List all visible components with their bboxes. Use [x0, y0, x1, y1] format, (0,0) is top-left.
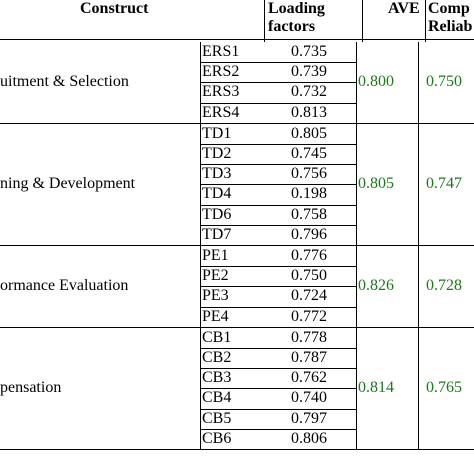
column-divider — [264, 0, 265, 42]
row-divider — [200, 82, 356, 83]
item-code: ERS3 — [202, 83, 240, 101]
construct-name: ormance Evaluation — [0, 277, 129, 295]
construct-name: uitment & Selection — [0, 73, 129, 91]
ave-value: 0.800 — [358, 73, 394, 91]
loading-value: 0.797 — [291, 409, 327, 427]
row-divider — [200, 388, 356, 389]
row-divider — [200, 429, 356, 430]
item-code: CB4 — [202, 389, 232, 407]
loading-value: 0.805 — [291, 124, 327, 142]
column-divider — [418, 328, 419, 449]
row-divider — [200, 144, 356, 145]
composite-reliability-value: 0.750 — [426, 73, 462, 91]
row-divider — [200, 307, 356, 308]
loading-value: 0.772 — [291, 307, 327, 325]
column-divider — [200, 124, 201, 245]
loading-value: 0.198 — [291, 185, 327, 203]
loading-value: 0.756 — [291, 165, 327, 183]
column-divider — [356, 246, 357, 327]
column-divider — [418, 42, 419, 123]
ave-value: 0.805 — [358, 175, 394, 193]
column-divider — [356, 124, 357, 245]
row-divider — [200, 225, 356, 226]
loading-value: 0.724 — [291, 287, 327, 305]
column-divider — [200, 328, 201, 449]
ave-value: 0.814 — [358, 379, 394, 397]
item-code: PE2 — [202, 267, 229, 285]
item-code: TD1 — [202, 124, 232, 142]
item-code: CB3 — [202, 369, 232, 387]
composite-reliability-value: 0.765 — [426, 379, 462, 397]
column-divider — [356, 328, 357, 449]
composite-reliability-value: 0.728 — [426, 277, 462, 295]
loading-value: 0.806 — [291, 429, 327, 447]
loading-value: 0.778 — [291, 328, 327, 346]
column-divider — [418, 124, 419, 245]
loading-value: 0.745 — [291, 145, 327, 162]
loading-value: 0.750 — [291, 267, 327, 285]
header-construct: Construct — [80, 0, 149, 17]
row-divider — [200, 286, 356, 287]
column-divider — [418, 246, 419, 327]
column-divider — [200, 42, 201, 123]
item-code: TD3 — [202, 165, 232, 183]
column-divider — [425, 0, 426, 42]
loading-value: 0.787 — [291, 349, 327, 366]
row-divider — [0, 123, 474, 124]
item-code: PE3 — [202, 287, 229, 305]
loading-value: 0.776 — [291, 247, 327, 264]
row-divider — [200, 368, 356, 369]
item-code: TD7 — [202, 225, 232, 243]
row-divider — [200, 266, 356, 267]
item-code: CB6 — [202, 429, 232, 447]
header-ave: AVE — [388, 0, 420, 17]
row-divider — [200, 184, 356, 185]
row-divider — [0, 39, 474, 40]
item-code: TD6 — [202, 205, 232, 223]
item-code: CB2 — [202, 349, 232, 366]
row-divider — [200, 205, 356, 206]
item-code: TD4 — [202, 185, 232, 203]
item-code: PE1 — [202, 247, 229, 264]
header-loading-factors-line2: factors — [268, 18, 316, 35]
item-code: CB1 — [202, 328, 232, 346]
item-code: PE4 — [202, 307, 229, 325]
row-divider — [200, 348, 356, 349]
row-divider — [0, 449, 474, 450]
loading-value: 0.739 — [291, 63, 327, 81]
ave-value: 0.826 — [358, 277, 394, 295]
column-divider — [362, 0, 363, 42]
loading-value: 0.740 — [291, 389, 327, 407]
loading-value: 0.813 — [291, 103, 327, 121]
header-composite-reliability-line2: Reliab — [428, 18, 473, 35]
row-divider — [200, 62, 356, 63]
construct-name: pensation — [0, 379, 62, 397]
item-code: CB5 — [202, 409, 232, 427]
row-divider — [200, 409, 356, 410]
header-loading-factors-line1: Loading — [268, 0, 325, 17]
row-divider — [200, 103, 356, 104]
loading-value: 0.758 — [291, 205, 327, 223]
composite-reliability-value: 0.747 — [426, 175, 462, 193]
item-code: TD2 — [202, 145, 232, 162]
item-code: ERS4 — [202, 103, 240, 121]
header-composite-reliability-line1: Comp — [428, 0, 470, 17]
column-divider — [356, 42, 357, 123]
loading-value: 0.796 — [291, 225, 327, 243]
row-divider — [0, 327, 474, 328]
row-divider — [200, 164, 356, 165]
loading-value: 0.732 — [291, 83, 327, 101]
item-code: ERS2 — [202, 63, 240, 81]
loading-value: 0.762 — [291, 369, 327, 387]
construct-name: ning & Development — [0, 175, 136, 193]
row-divider — [0, 245, 474, 246]
column-divider — [200, 246, 201, 327]
loading-value: 0.735 — [291, 43, 327, 60]
item-code: ERS1 — [202, 43, 240, 60]
